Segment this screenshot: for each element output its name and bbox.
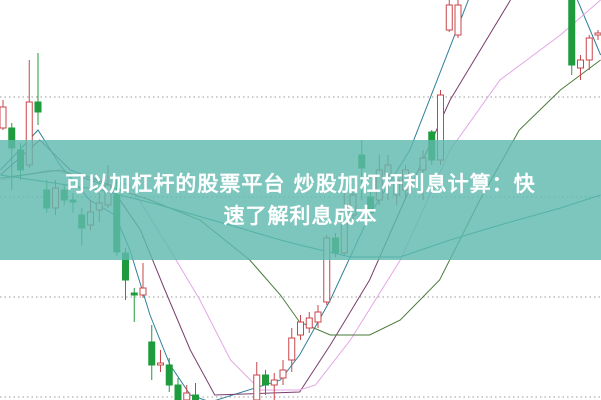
candle-body-down (148, 341, 156, 366)
candle-body-up (305, 317, 313, 329)
candle-body-down (34, 101, 42, 113)
headline-line-1: 可以加杠杆的股票平台 炒股加杠杆利息计算：快 (65, 172, 536, 196)
candle-body-down (568, 0, 576, 66)
candle-body-up (157, 362, 164, 366)
candle-body-up (253, 374, 261, 400)
candle-body-down (130, 292, 138, 296)
candle-body-up (594, 32, 601, 36)
candle-body-up (288, 337, 296, 361)
candle-body-up (279, 369, 287, 379)
candle-body-down (165, 364, 173, 386)
candle-body-down (192, 394, 199, 400)
candle-body-down (174, 384, 182, 400)
candle-body-down (262, 374, 269, 386)
candle-body-up (270, 379, 278, 386)
candle-body-up (297, 321, 304, 336)
candle-body-up (445, 4, 453, 31)
candle-body-up (183, 392, 191, 400)
headline-line-2: 速了解利息成本 (223, 204, 378, 228)
headline-banner: 可以加杠杆的股票平台 炒股加杠杆利息计算：快 速了解利息成本 (0, 140, 601, 260)
candle-body-up (314, 311, 322, 323)
candle-body-up (0, 106, 7, 129)
candle-body-up (577, 59, 584, 69)
candle-body-up (454, 4, 462, 36)
candle-body-up (585, 37, 593, 61)
candle-body-up (139, 287, 147, 296)
